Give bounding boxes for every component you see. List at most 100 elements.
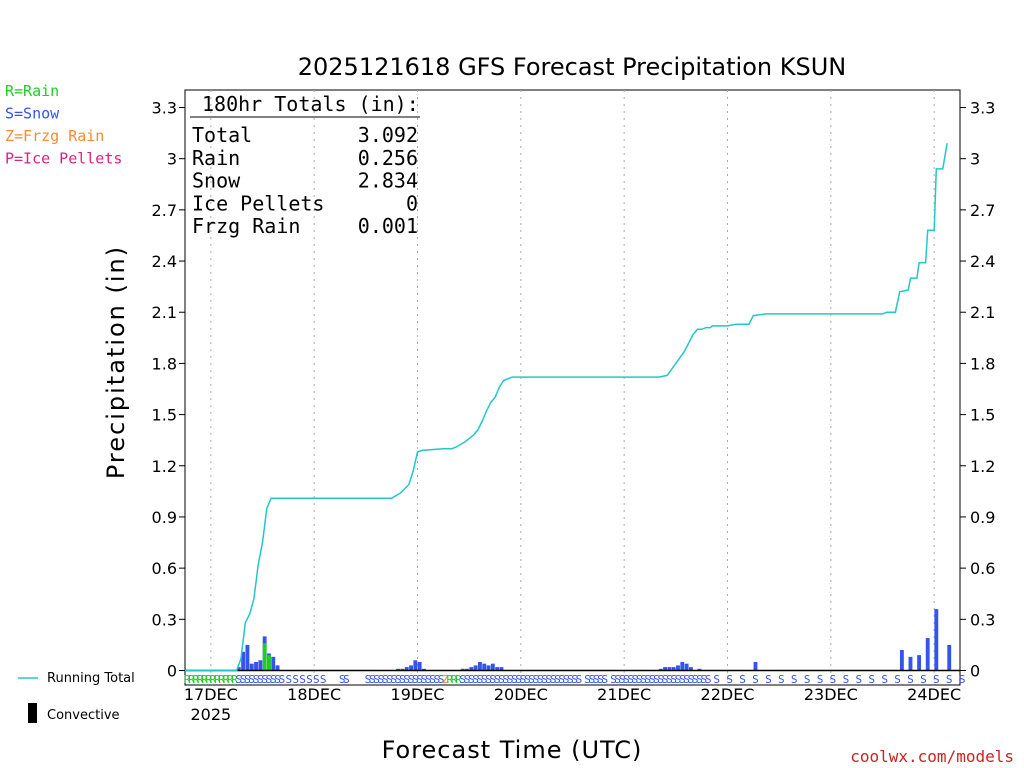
ptype-marker: S: [502, 673, 509, 686]
ptype-marker: S: [584, 673, 591, 686]
ptype-marker: S: [563, 673, 570, 686]
ptype-marker: S: [468, 673, 475, 686]
ptype-marker: S: [601, 673, 608, 686]
y-tick-label-left: 1.5: [152, 406, 177, 425]
ptype-marker: Z: [442, 673, 449, 686]
ptype-marker: S: [386, 673, 393, 686]
ptype-marker: S: [490, 673, 497, 686]
ptype-marker: S: [959, 673, 966, 686]
ptype-marker: S: [244, 673, 251, 686]
ptype-marker: S: [257, 673, 264, 686]
running-total-line: [185, 143, 948, 672]
snow-bar: [275, 665, 280, 671]
snow-bar: [241, 651, 246, 671]
snow-bar: [680, 661, 685, 671]
ptype-marker: S: [313, 673, 320, 686]
ptype-marker: S: [382, 673, 389, 686]
snow-bar: [400, 668, 405, 671]
ptype-marker: S: [541, 673, 548, 686]
x-gridlines: [210, 90, 935, 685]
y-tick-label-left: 0: [167, 662, 177, 681]
ptype-marker: S: [705, 673, 712, 686]
snow-bar: [917, 655, 922, 671]
ptype-marker: S: [619, 673, 626, 686]
ptype-marker: S: [472, 673, 479, 686]
ptype-marker: S: [614, 673, 621, 686]
snow-bar: [409, 665, 413, 671]
x-tick-label: 19DEC: [391, 685, 445, 704]
snow-bar: [663, 667, 668, 671]
ptype-marker: S: [830, 673, 837, 686]
ptype-legend: R=Rain S=Snow Z=Frzg Rain P=Ice Pellets: [5, 82, 122, 168]
ptype-marker: S: [438, 673, 445, 686]
rain-bar: [267, 655, 271, 671]
ptype-marker: S: [946, 673, 953, 686]
ptype-marker: S: [623, 673, 630, 686]
ptype-marker: S: [412, 673, 419, 686]
ptype-marker: S: [571, 673, 578, 686]
ptype-marker: S: [494, 673, 501, 686]
y-tick-label-left: 2.7: [152, 201, 177, 220]
ptype-marker: S: [550, 673, 557, 686]
ptype-marker: S: [507, 673, 514, 686]
snow-bar: [460, 668, 465, 671]
snow-bar: [947, 644, 952, 671]
ptype-marker: S: [425, 673, 432, 686]
ptype-marker: S: [285, 673, 292, 686]
ptype-marker: S: [434, 673, 441, 686]
y-tick-label-right: 3: [970, 150, 980, 169]
y-tick-label-left: 1.8: [152, 354, 177, 373]
snow-bar: [417, 661, 422, 671]
totals-heading: 180hr Totals (in):: [202, 92, 419, 116]
snow-bar: [236, 667, 241, 671]
ptype-marker: S: [343, 673, 350, 686]
snow-bar: [465, 668, 469, 671]
ptype-marker: S: [270, 673, 277, 686]
ptype-marker: S: [632, 673, 639, 686]
ptype-legend-item: S=Snow: [5, 105, 60, 123]
ptype-marker: S: [670, 673, 677, 686]
x-tick-label: 21DEC: [597, 685, 651, 704]
ptype-marker: S: [320, 673, 327, 686]
ptype-marker: S: [675, 673, 682, 686]
snow-bar: [658, 668, 663, 671]
y-axis-left: 0 0.3 0.6 0.9 1.2 1.5 1.8 2.1 2.4 2.7 3 3.3: [152, 99, 185, 681]
snow-bar: [499, 667, 504, 671]
ptype-marker: S: [636, 673, 643, 686]
ptype-marker: S: [253, 673, 260, 686]
precip-bars: [236, 609, 952, 671]
ptype-marker: S: [657, 673, 664, 686]
ptype-marker: S: [554, 673, 561, 686]
bottom-legend: Running Total Convective: [18, 671, 135, 723]
ptype-marker: S: [533, 673, 540, 686]
ptype-marker: S: [662, 673, 669, 686]
x-tick-label: 22DEC: [701, 685, 755, 704]
ptype-marker: S: [696, 673, 703, 686]
y-tick-label-left: 0.3: [152, 610, 177, 629]
ptype-marker: S: [907, 673, 914, 686]
ptype-marker: R: [184, 673, 191, 686]
ptype-marker: S: [299, 673, 306, 686]
ptype-marker: S: [726, 673, 733, 686]
ptype-marker: S: [459, 673, 466, 686]
ptype-marker: S: [464, 673, 471, 686]
y-tick-label-right: 1.8: [970, 354, 995, 373]
ptype-marker: R: [210, 673, 217, 686]
snow-bar: [482, 663, 487, 671]
ptype-marker: S: [666, 673, 673, 686]
ptype-marker: S: [369, 673, 376, 686]
ptype-legend-item: P=Ice Pellets: [5, 150, 122, 168]
totals-row-label: Frzg Rain: [192, 214, 300, 238]
y-tick-label-left: 1.2: [152, 457, 177, 476]
ptype-marker: S: [306, 673, 313, 686]
snow-bar: [469, 667, 474, 671]
ptype-marker: S: [520, 673, 527, 686]
y-tick-label-right: 2.7: [970, 201, 995, 220]
ptype-legend-item: R=Rain: [5, 82, 59, 100]
x-tick-label: 23DEC: [804, 685, 858, 704]
ptype-marker: S: [856, 673, 863, 686]
ptype-marker: S: [477, 673, 484, 686]
